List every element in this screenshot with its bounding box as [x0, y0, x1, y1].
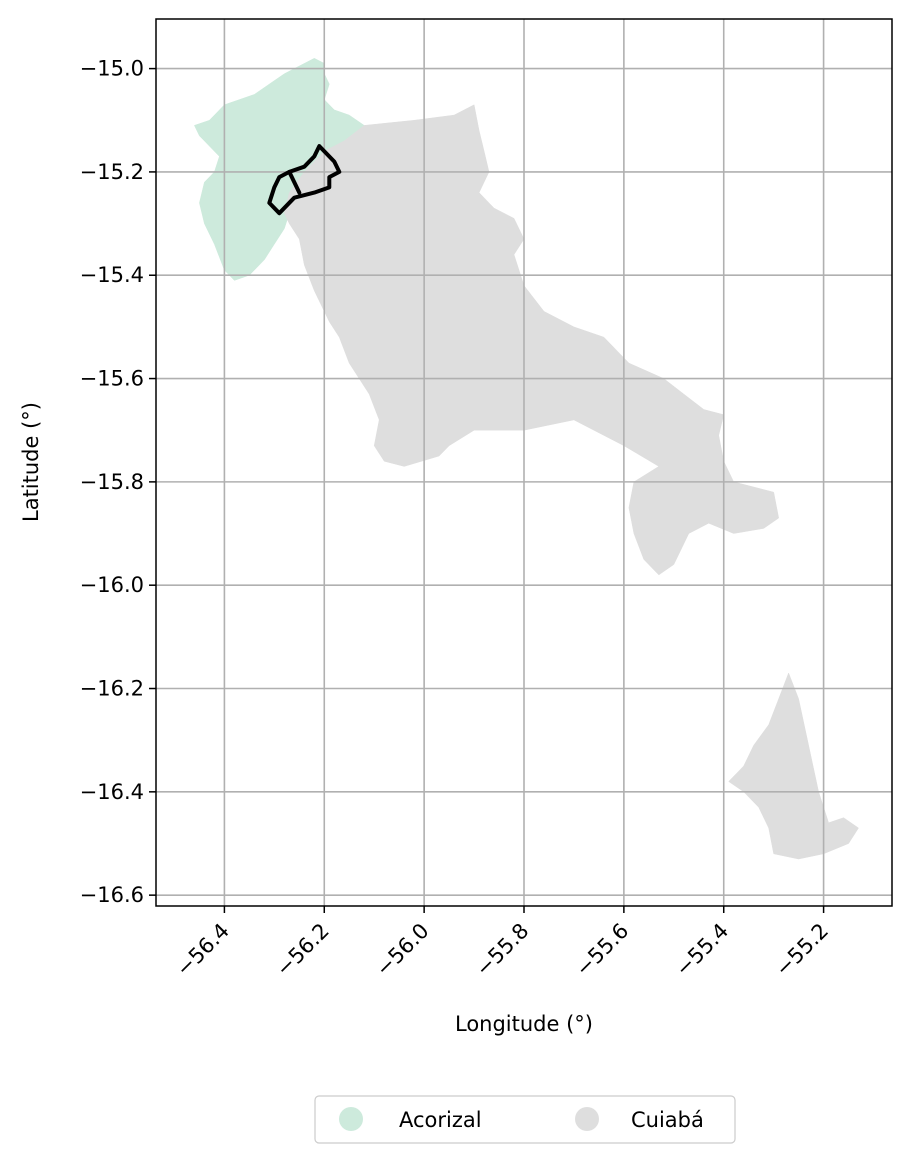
y-tick-label: −15.2	[80, 160, 144, 184]
legend-label-acorizal: Acorizal	[399, 1108, 482, 1132]
y-axis: −15.0 −15.2 −15.4 −15.6 −15.8 −16.0 −16.2 −16.4…	[80, 57, 156, 907]
grid-layer	[156, 19, 892, 906]
legend: Acorizal Cuiabá	[314, 1095, 736, 1144]
y-tick-label: −16.2	[80, 677, 144, 701]
y-tick-label: −15.4	[80, 263, 144, 287]
study-area-outline	[267, 144, 342, 216]
x-axis-title: Longitude (°)	[455, 1012, 593, 1036]
y-axis-title: Latitude (°)	[19, 402, 43, 522]
study-area-divider	[287, 169, 302, 195]
y-tick-label: −16.6	[80, 883, 144, 907]
region-layer	[194, 58, 859, 860]
y-tick-label: −15.6	[80, 367, 144, 391]
region-cuiaba-1	[284, 104, 779, 576]
legend-box	[314, 1095, 736, 1144]
y-tick-label: −16.0	[80, 573, 144, 597]
legend-label-cuiaba: Cuiabá	[631, 1108, 704, 1132]
legend-swatch-cuiaba	[575, 1107, 599, 1131]
y-tick-label: −15.8	[80, 470, 144, 494]
region-cuiaba-2	[728, 672, 859, 860]
outline-layer	[267, 144, 342, 216]
region-acorizal-0	[194, 58, 365, 281]
y-tick-label: −16.4	[80, 780, 144, 804]
legend-swatch-acorizal	[339, 1107, 363, 1131]
y-tick-label: −15.0	[80, 57, 144, 81]
